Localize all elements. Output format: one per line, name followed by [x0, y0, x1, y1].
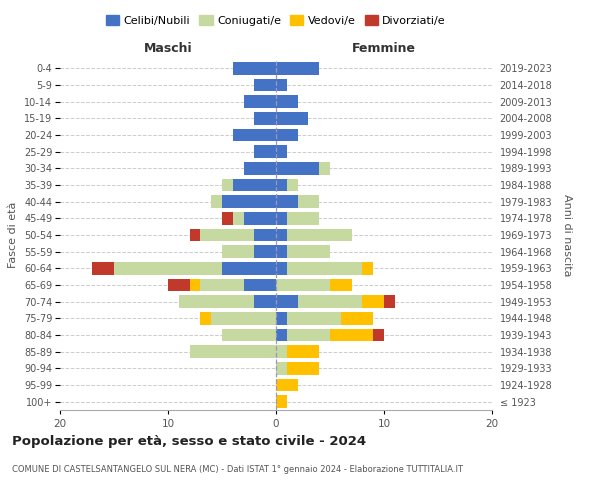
Bar — [244, 279, 276, 291]
Bar — [200, 279, 244, 291]
Bar — [287, 362, 319, 374]
Bar — [362, 296, 384, 308]
Bar — [244, 96, 276, 108]
Bar — [276, 312, 287, 324]
Bar — [233, 62, 276, 74]
Bar — [287, 312, 341, 324]
Bar — [254, 79, 276, 92]
Bar — [276, 112, 308, 124]
Bar — [114, 262, 222, 274]
Bar — [254, 112, 276, 124]
Bar — [276, 296, 298, 308]
Bar — [222, 212, 233, 224]
Bar — [222, 262, 276, 274]
Bar — [92, 262, 114, 274]
Bar — [276, 129, 298, 141]
Bar — [276, 162, 319, 174]
Bar — [276, 79, 287, 92]
Bar — [190, 279, 200, 291]
Bar — [276, 379, 298, 391]
Bar — [298, 196, 319, 208]
Bar — [276, 329, 287, 341]
Bar — [254, 146, 276, 158]
Bar — [276, 212, 287, 224]
Bar — [287, 346, 319, 358]
Bar — [233, 179, 276, 192]
Bar — [244, 212, 276, 224]
Bar — [276, 229, 287, 241]
Bar — [200, 312, 211, 324]
Bar — [276, 96, 298, 108]
Bar — [200, 229, 254, 241]
Y-axis label: Anni di nascita: Anni di nascita — [562, 194, 572, 276]
Bar — [233, 212, 244, 224]
Bar — [287, 229, 352, 241]
Bar — [168, 279, 190, 291]
Bar — [373, 329, 384, 341]
Bar — [276, 196, 298, 208]
Bar — [211, 196, 222, 208]
Bar — [287, 179, 298, 192]
Bar — [222, 196, 276, 208]
Legend: Celibi/Nubili, Coniugati/e, Vedovi/e, Divorziati/e: Celibi/Nubili, Coniugati/e, Vedovi/e, Di… — [101, 10, 451, 30]
Bar — [276, 346, 287, 358]
Bar — [276, 179, 287, 192]
Bar — [298, 296, 362, 308]
Bar — [244, 162, 276, 174]
Bar — [384, 296, 395, 308]
Bar — [222, 179, 233, 192]
Text: Popolazione per età, sesso e stato civile - 2024: Popolazione per età, sesso e stato civil… — [12, 435, 366, 448]
Bar — [190, 346, 276, 358]
Bar — [287, 329, 330, 341]
Bar — [254, 246, 276, 258]
Bar — [276, 279, 330, 291]
Bar — [254, 229, 276, 241]
Bar — [341, 312, 373, 324]
Bar — [330, 279, 352, 291]
Text: COMUNE DI CASTELSANTANGELO SUL NERA (MC) - Dati ISTAT 1° gennaio 2024 - Elaboraz: COMUNE DI CASTELSANTANGELO SUL NERA (MC)… — [12, 465, 463, 474]
Bar — [287, 246, 330, 258]
Text: Maschi: Maschi — [143, 42, 193, 55]
Bar — [287, 212, 319, 224]
Bar — [179, 296, 254, 308]
Bar — [287, 262, 362, 274]
Bar — [276, 62, 319, 74]
Bar — [222, 246, 254, 258]
Y-axis label: Fasce di età: Fasce di età — [8, 202, 19, 268]
Bar — [233, 129, 276, 141]
Bar — [276, 362, 287, 374]
Bar — [362, 262, 373, 274]
Bar — [276, 396, 287, 408]
Bar — [254, 296, 276, 308]
Bar — [319, 162, 330, 174]
Bar — [276, 262, 287, 274]
Bar — [222, 329, 276, 341]
Bar — [276, 146, 287, 158]
Bar — [330, 329, 373, 341]
Bar — [276, 246, 287, 258]
Bar — [211, 312, 276, 324]
Text: Femmine: Femmine — [352, 42, 416, 55]
Bar — [190, 229, 200, 241]
